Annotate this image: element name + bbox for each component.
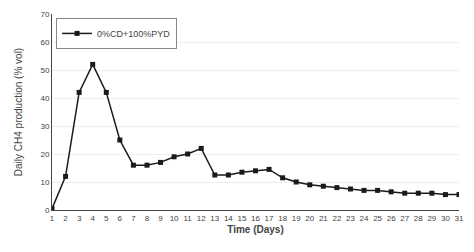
svg-text:16: 16	[251, 214, 260, 223]
svg-text:18: 18	[278, 214, 287, 223]
svg-text:25: 25	[373, 214, 382, 223]
svg-text:17: 17	[265, 214, 274, 223]
svg-text:23: 23	[346, 214, 355, 223]
svg-text:29: 29	[427, 214, 436, 223]
svg-text:20: 20	[305, 214, 314, 223]
svg-text:3: 3	[77, 214, 82, 223]
svg-text:19: 19	[292, 214, 301, 223]
svg-text:9: 9	[158, 214, 163, 223]
svg-text:60: 60	[40, 38, 49, 47]
svg-text:5: 5	[104, 214, 109, 223]
svg-text:40: 40	[40, 94, 49, 103]
svg-text:7: 7	[131, 214, 136, 223]
svg-text:24: 24	[360, 214, 369, 223]
svg-text:12: 12	[197, 214, 206, 223]
svg-text:1: 1	[50, 214, 55, 223]
svg-text:50: 50	[40, 66, 49, 75]
svg-text:30: 30	[40, 122, 49, 131]
svg-text:22: 22	[332, 214, 341, 223]
svg-text:28: 28	[414, 214, 423, 223]
svg-text:0: 0	[45, 206, 50, 215]
svg-text:8: 8	[145, 214, 150, 223]
svg-text:Time (Days): Time (Days)	[227, 224, 284, 235]
svg-text:Daily CH4 production (% vol): Daily CH4 production (% vol)	[13, 48, 24, 176]
svg-text:2: 2	[63, 214, 68, 223]
svg-text:14: 14	[224, 214, 233, 223]
svg-text:13: 13	[210, 214, 219, 223]
svg-text:26: 26	[387, 214, 396, 223]
svg-text:11: 11	[184, 214, 193, 223]
svg-text:70: 70	[40, 10, 49, 19]
svg-text:6: 6	[118, 214, 123, 223]
svg-text:27: 27	[400, 214, 409, 223]
svg-text:30: 30	[441, 214, 450, 223]
svg-text:4: 4	[90, 214, 95, 223]
svg-text:0%CD+100%PYD: 0%CD+100%PYD	[97, 29, 170, 39]
svg-text:20: 20	[40, 150, 49, 159]
svg-text:21: 21	[319, 214, 328, 223]
svg-text:10: 10	[40, 178, 49, 187]
svg-text:10: 10	[170, 214, 179, 223]
svg-text:15: 15	[237, 214, 246, 223]
svg-text:31: 31	[455, 214, 464, 223]
